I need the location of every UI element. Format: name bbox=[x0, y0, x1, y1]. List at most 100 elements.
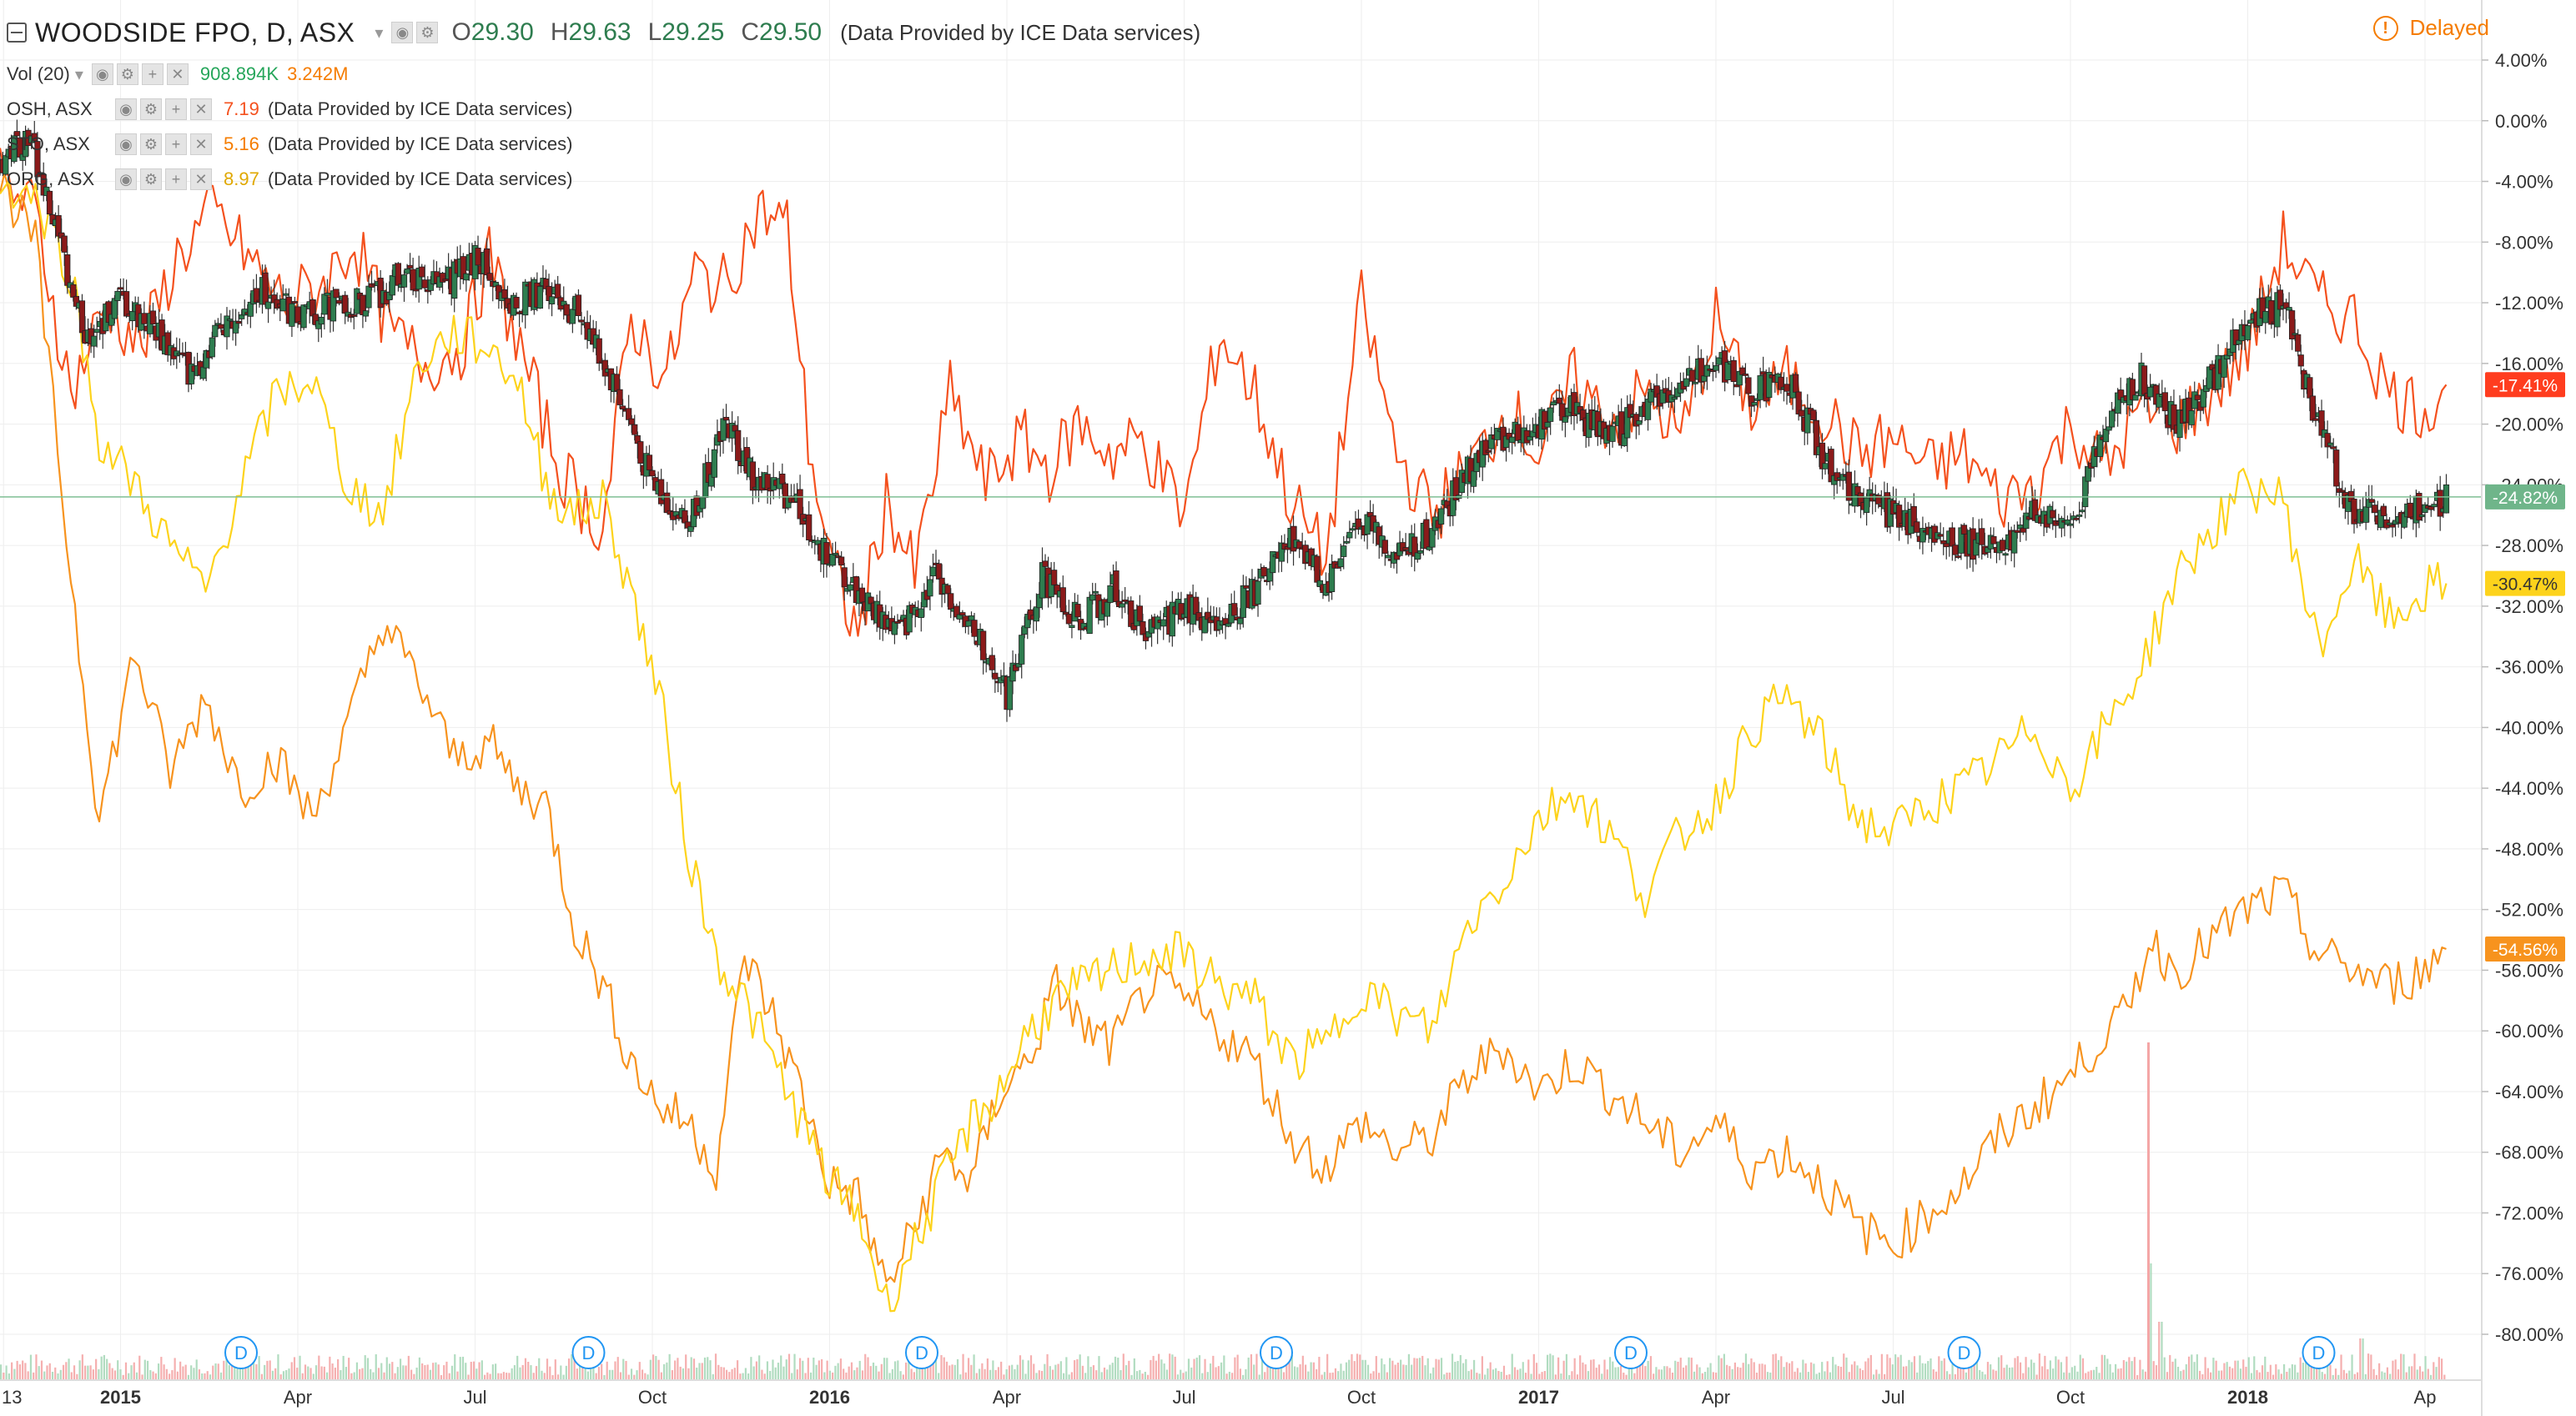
plus-icon[interactable]: + bbox=[165, 98, 187, 120]
eye-icon[interactable]: ◉ bbox=[115, 133, 137, 155]
candle-body bbox=[309, 299, 316, 317]
chevron-down-icon[interactable]: ▾ bbox=[74, 65, 83, 84]
volume-bar bbox=[519, 1367, 521, 1380]
indicator-label[interactable]: OSH, ASX bbox=[7, 98, 93, 119]
volume-bar bbox=[2291, 1364, 2293, 1380]
candle-body bbox=[1243, 585, 1250, 589]
volume-bar bbox=[2239, 1368, 2242, 1380]
gear-icon[interactable]: ⚙ bbox=[140, 98, 162, 120]
volume-bar bbox=[456, 1371, 459, 1380]
candle-body bbox=[1065, 613, 1072, 625]
eye-icon[interactable]: ◉ bbox=[115, 168, 137, 190]
volume-bar bbox=[1603, 1359, 1606, 1380]
gear-icon[interactable]: ⚙ bbox=[116, 63, 138, 85]
candle-body bbox=[1438, 508, 1445, 525]
ohlc-open-key: O bbox=[451, 18, 471, 46]
volume-bar bbox=[214, 1363, 217, 1380]
volume-bar bbox=[103, 1354, 106, 1380]
close-icon[interactable]: ✕ bbox=[190, 168, 212, 190]
indicator-row-volume[interactable]: Vol (20) ▾ ◉ ⚙ + ✕ 908.894K 3.242M bbox=[7, 57, 1200, 92]
close-icon[interactable]: ✕ bbox=[166, 63, 189, 85]
volume-bar bbox=[2068, 1373, 2070, 1380]
volume-bar bbox=[1070, 1372, 1073, 1380]
volume-bar bbox=[1467, 1371, 1470, 1380]
volume-bar bbox=[1111, 1363, 1114, 1380]
volume-bar bbox=[1644, 1366, 1647, 1380]
indicator-row-osh[interactable]: OSH, ASX ◉ ⚙ + ✕ 7.19 (Data Provided by … bbox=[7, 92, 1200, 127]
indicator-label[interactable]: Vol (20) bbox=[7, 63, 70, 84]
volume-bar bbox=[35, 1354, 38, 1380]
volume-bar bbox=[1212, 1355, 1215, 1380]
volume-bar bbox=[2122, 1359, 2125, 1380]
volume-bar bbox=[128, 1373, 130, 1380]
volume-bar bbox=[1163, 1363, 1165, 1380]
volume-bar bbox=[1481, 1356, 1483, 1380]
volume-bar bbox=[1924, 1363, 1927, 1380]
dividend-marker[interactable] bbox=[1947, 1336, 1981, 1369]
indicator-row-sto[interactable]: STO, ASX ◉ ⚙ + ✕ 5.16 (Data Provided by … bbox=[7, 127, 1200, 162]
volume-bar bbox=[2413, 1353, 2416, 1380]
gear-icon[interactable]: ⚙ bbox=[140, 168, 162, 190]
indicator-row-org[interactable]: ORG, ASX ◉ ⚙ + ✕ 8.97 (Data Provided by … bbox=[7, 162, 1200, 197]
volume-bar bbox=[1372, 1371, 1375, 1380]
volume-bar bbox=[2310, 1358, 2312, 1380]
close-icon[interactable]: ✕ bbox=[190, 98, 212, 120]
volume-bar bbox=[5, 1365, 8, 1380]
volume-bar bbox=[1204, 1358, 1206, 1380]
volume-bar bbox=[1954, 1373, 1956, 1380]
candle-body bbox=[2297, 354, 2304, 367]
dividend-marker[interactable] bbox=[571, 1336, 606, 1369]
volume-bar bbox=[869, 1366, 872, 1380]
volume-bar bbox=[722, 1367, 725, 1380]
close-icon[interactable]: ✕ bbox=[190, 133, 212, 155]
main-symbol-title[interactable]: WOODSIDE FPO, D, ASX bbox=[35, 17, 355, 48]
eye-icon[interactable]: ◉ bbox=[91, 63, 113, 85]
volume-bar bbox=[2144, 1371, 2147, 1380]
eye-icon[interactable]: ◉ bbox=[115, 98, 137, 120]
eye-icon[interactable]: ◉ bbox=[391, 22, 414, 43]
ohlc-high-value: 29.63 bbox=[568, 18, 631, 46]
volume-bar bbox=[1476, 1373, 1478, 1380]
volume-bar bbox=[1780, 1356, 1783, 1380]
ohlc-close-value: 29.50 bbox=[759, 18, 823, 46]
indicator-label[interactable]: ORG, ASX bbox=[7, 168, 95, 189]
candle-body bbox=[64, 254, 71, 286]
delayed-status[interactable]: ! Delayed bbox=[2372, 15, 2489, 41]
volume-bar bbox=[299, 1355, 301, 1380]
plus-icon[interactable]: + bbox=[165, 133, 187, 155]
candle-body bbox=[971, 620, 978, 637]
volume-bar bbox=[1375, 1356, 1377, 1380]
dividend-marker[interactable] bbox=[1260, 1336, 1293, 1369]
candle-body bbox=[1086, 596, 1093, 635]
volume-bar bbox=[1402, 1364, 1405, 1380]
main-symbol-row[interactable]: WOODSIDE FPO, D, ASX ▾ ◉ ⚙ O 29.30 H 29.63… bbox=[7, 8, 1200, 57]
dividend-marker[interactable] bbox=[1614, 1336, 1648, 1369]
dividend-marker[interactable] bbox=[2302, 1336, 2336, 1369]
volume-bar bbox=[1305, 1364, 1307, 1380]
gear-icon[interactable]: ⚙ bbox=[140, 133, 162, 155]
volume-bar bbox=[467, 1374, 470, 1380]
candle-body bbox=[129, 310, 136, 322]
plus-icon[interactable]: + bbox=[165, 168, 187, 190]
x-tick-label: Oct bbox=[1347, 1387, 1376, 1408]
dividend-marker[interactable] bbox=[224, 1336, 258, 1369]
chevron-down-icon[interactable]: ▾ bbox=[375, 23, 384, 43]
collapse-icon[interactable] bbox=[7, 23, 27, 43]
volume-bar bbox=[68, 1358, 70, 1380]
candle-body bbox=[235, 321, 242, 324]
volume-bar bbox=[1679, 1358, 1682, 1380]
volume-bar bbox=[524, 1358, 527, 1380]
candle-body bbox=[1701, 375, 1708, 382]
candle-body bbox=[486, 273, 493, 281]
volume-bar bbox=[375, 1353, 377, 1380]
volume-bar bbox=[2348, 1370, 2351, 1380]
candle-body bbox=[1452, 477, 1459, 501]
volume-bar bbox=[1625, 1374, 1628, 1380]
gear-icon[interactable]: ⚙ bbox=[416, 22, 439, 43]
volume-bar bbox=[486, 1372, 489, 1380]
plus-icon[interactable]: + bbox=[141, 63, 164, 85]
dividend-marker[interactable] bbox=[905, 1336, 938, 1369]
indicator-label[interactable]: STO, ASX bbox=[7, 133, 90, 154]
